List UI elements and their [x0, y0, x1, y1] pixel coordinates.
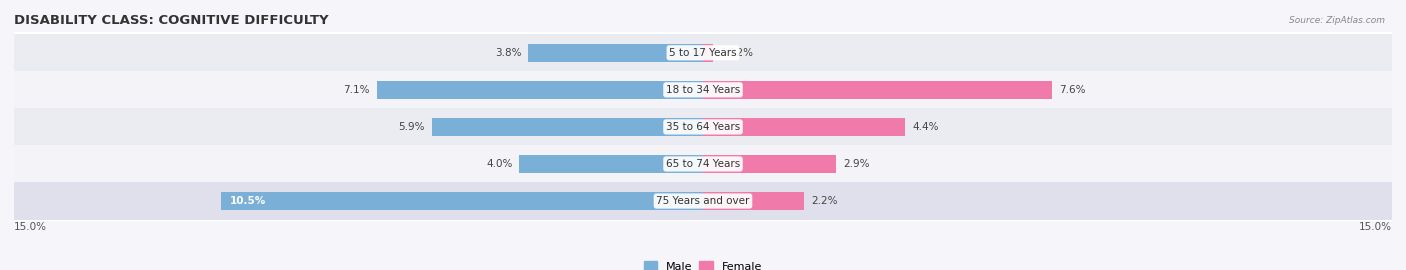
Bar [703, 155, 837, 173]
Bar [703, 192, 804, 210]
Text: 4.0%: 4.0% [486, 159, 512, 169]
Text: 75 Years and over: 75 Years and over [657, 196, 749, 206]
Bar [529, 43, 703, 62]
Text: 2.2%: 2.2% [811, 196, 838, 206]
Legend: Male, Female: Male, Female [640, 257, 766, 270]
Bar [14, 183, 1392, 220]
Bar [703, 43, 713, 62]
Text: 18 to 34 Years: 18 to 34 Years [666, 85, 740, 95]
Text: 5 to 17 Years: 5 to 17 Years [669, 48, 737, 58]
Text: Source: ZipAtlas.com: Source: ZipAtlas.com [1289, 16, 1385, 25]
Text: 15.0%: 15.0% [14, 222, 46, 232]
Bar [519, 155, 703, 173]
Text: 0.22%: 0.22% [720, 48, 754, 58]
Text: 10.5%: 10.5% [231, 196, 266, 206]
Text: 15.0%: 15.0% [1360, 222, 1392, 232]
Bar [377, 80, 703, 99]
Text: 7.6%: 7.6% [1059, 85, 1085, 95]
Bar [14, 146, 1392, 183]
Bar [14, 34, 1392, 71]
Bar [703, 80, 1052, 99]
Text: 4.4%: 4.4% [912, 122, 938, 132]
Bar [432, 118, 703, 136]
Text: 35 to 64 Years: 35 to 64 Years [666, 122, 740, 132]
Text: DISABILITY CLASS: COGNITIVE DIFFICULTY: DISABILITY CLASS: COGNITIVE DIFFICULTY [14, 14, 329, 27]
Bar [14, 71, 1392, 108]
Text: 7.1%: 7.1% [343, 85, 370, 95]
Bar [14, 108, 1392, 146]
Bar [221, 192, 703, 210]
Bar [703, 118, 905, 136]
Text: 5.9%: 5.9% [399, 122, 425, 132]
Text: 65 to 74 Years: 65 to 74 Years [666, 159, 740, 169]
Text: 3.8%: 3.8% [495, 48, 522, 58]
Text: 2.9%: 2.9% [844, 159, 869, 169]
